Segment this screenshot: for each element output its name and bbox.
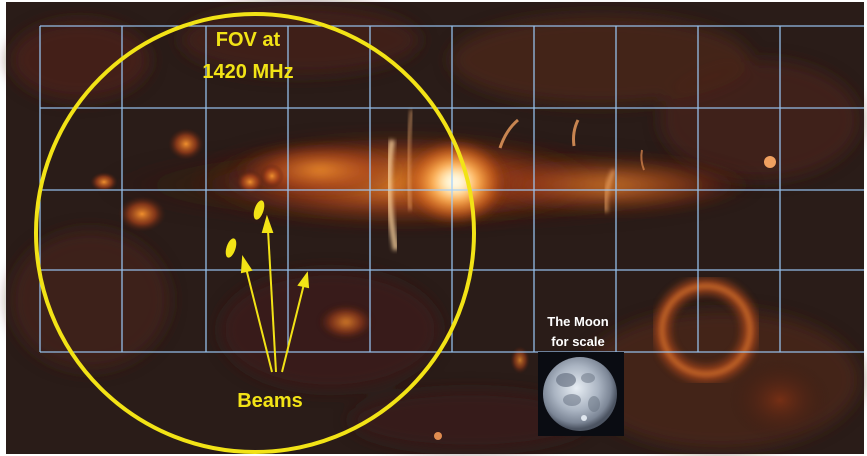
fov-label-line2: 1420 MHz (202, 61, 293, 83)
beam-ellipses (225, 200, 265, 258)
discrete-sources (90, 128, 830, 440)
beams-label: Beams (237, 390, 303, 412)
beam-ellipse (225, 238, 237, 258)
beam-arrow (245, 267, 273, 373)
fov-circle (34, 12, 476, 454)
beam-arrow (281, 283, 305, 373)
moon-label-line1: The Moon (547, 314, 608, 329)
fov-label-line1: FOV at (216, 29, 281, 51)
beam-arrow (267, 229, 277, 373)
beam-arrows (240, 214, 310, 373)
moon-image (538, 352, 624, 436)
moon-label-line2: for scale (551, 334, 604, 349)
beam-ellipse (253, 200, 265, 220)
coordinate-grid (39, 25, 864, 353)
galactic-plane (100, 109, 760, 251)
